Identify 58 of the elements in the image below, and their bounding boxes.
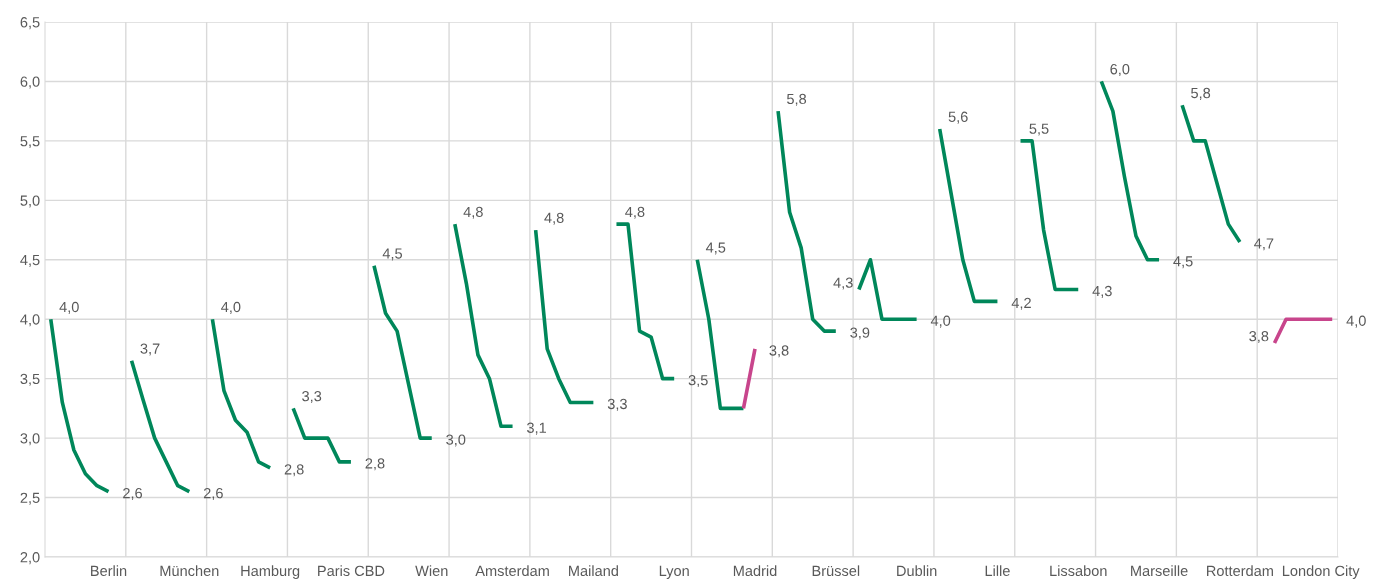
x-tick-label: London City [1282,565,1360,579]
data-label: 4,0 [221,301,241,314]
data-label: 5,6 [948,111,968,124]
x-tick-label: Dublin [897,565,937,577]
y-tick-label: 6,0 [20,76,40,89]
data-label: 4,5 [1173,256,1193,269]
data-label: 4,8 [463,206,483,219]
y-tick-label: 3,5 [20,373,40,386]
data-label: 3,8 [769,345,789,358]
data-label: 4,5 [705,242,726,255]
y-tick-label: 3,0 [20,433,40,446]
data-label: 3,1 [527,422,547,435]
data-label: 4,8 [544,212,564,225]
x-tick-label: Paris CBD [318,565,385,577]
x-tick-label: Hamburg [241,565,300,579]
data-label: 3,9 [850,327,870,340]
data-label: 4,8 [625,206,645,219]
data-label: 4,5 [382,248,403,261]
data-label: 4,3 [833,277,853,290]
data-label: 3,7 [140,343,160,356]
x-tick-label: München [160,565,219,577]
data-label: 2,6 [123,487,143,501]
x-tick-label: Madrid [733,565,777,577]
x-tick-label: Mailand [569,565,618,577]
y-tick-label: 4,0 [20,314,40,327]
data-label: 5,8 [787,93,807,106]
y-tick-label: 4,5 [20,255,40,267]
x-tick-label: Lissabon [1050,565,1107,577]
data-label: 5,8 [1191,87,1211,100]
data-label: 3,3 [607,398,627,411]
data-label: 4,2 [1011,297,1031,310]
x-tick-label: Rotterdam [1207,565,1273,577]
x-tick-label: Lyon [659,565,689,579]
data-label: 2,8 [284,464,304,477]
data-label: 4,7 [1254,238,1274,251]
data-label: 6,0 [1110,64,1130,77]
data-label: 2,6 [203,487,223,501]
x-tick-label: Wien [415,565,448,577]
y-tick-label: 5,5 [20,136,40,149]
data-label: 4,0 [930,315,951,328]
y-tick-label: 2,5 [20,492,40,505]
x-tick-label: Marseille [1131,565,1188,577]
x-tick-label: Brüssel [812,565,860,577]
data-label: 3,8 [1249,331,1269,344]
data-label: 2,8 [365,458,385,471]
y-tick-label: 6,5 [20,17,40,30]
data-label: 3,0 [446,434,466,447]
x-tick-label: Lille [985,565,1010,577]
data-label: 4,0 [1346,315,1366,328]
x-tick-label: Amsterdam [475,565,549,577]
data-label: 4,0 [59,301,79,314]
x-tick-label: Berlin [91,565,127,577]
y-tick-label: 2,0 [20,552,40,565]
data-label: 3,3 [302,391,322,404]
data-label: 3,5 [688,375,708,388]
data-label: 4,3 [1092,285,1112,298]
y-tick-label: 5,0 [20,195,40,208]
data-label: 5,5 [1029,123,1049,136]
